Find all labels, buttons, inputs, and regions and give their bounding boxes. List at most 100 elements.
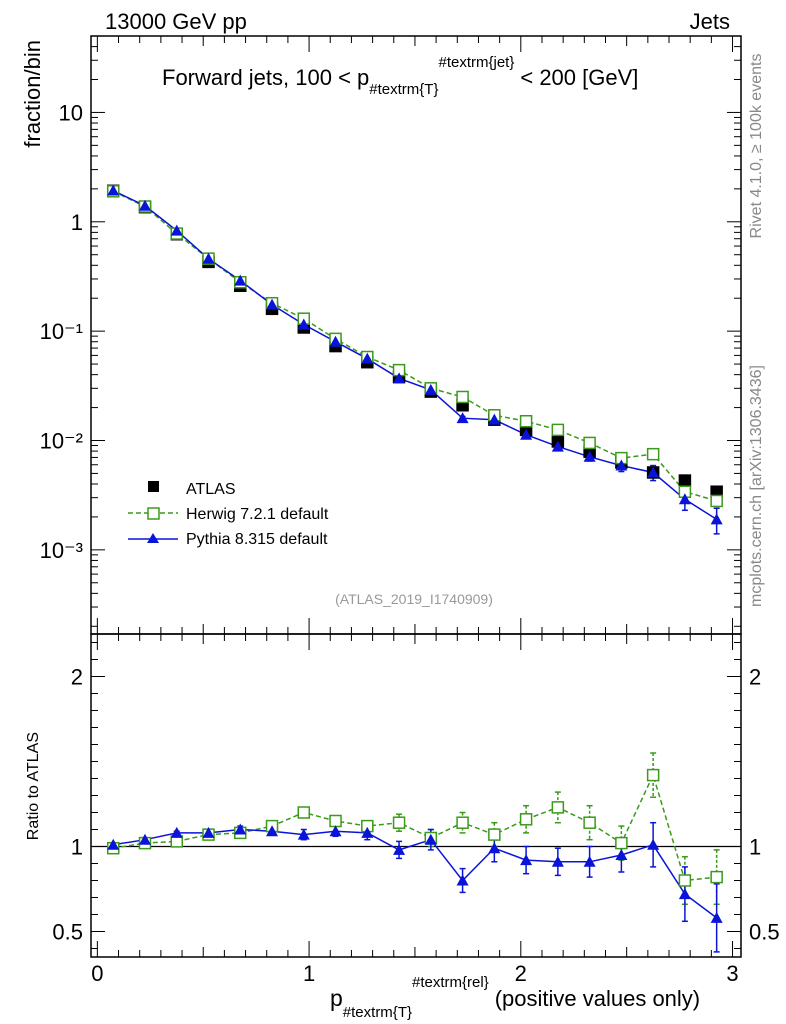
- title-sup: #textrm{jet}: [438, 54, 514, 71]
- legend-pythia-label: Pythia 8.315 default: [186, 531, 328, 548]
- x-tick-label: 3: [726, 961, 738, 986]
- ratio-y-tick-label: 0.5: [52, 920, 83, 945]
- x-title-sup: #textrm{rel}: [412, 974, 489, 991]
- herwig-ratio-point: [519, 813, 533, 826]
- legend-pythia-marker: [147, 533, 159, 543]
- herwig-ratio-line: [113, 773, 717, 882]
- pythia-ratio-point: [456, 874, 469, 886]
- pythia-point: [107, 184, 120, 196]
- pythia-ratio-point: [170, 826, 183, 838]
- pythia-ratio-point: [647, 838, 660, 850]
- legend-herwig-marker: [147, 507, 160, 520]
- x-axis-title: p#textrm{T}#textrm{rel} (positive values …: [330, 974, 700, 1021]
- herwig-ratio-point: [392, 816, 406, 829]
- pythia-ratio-point: [202, 826, 215, 838]
- herwig-ratio-point: [583, 816, 596, 829]
- herwig-ratio-point: [646, 768, 660, 782]
- pythia-point: [551, 440, 564, 452]
- legend-atlas-label: ATLAS: [186, 481, 236, 498]
- pythia-ratio-point: [678, 888, 691, 900]
- ratio-y-tick-label-right: 2: [749, 665, 761, 690]
- herwig-ratio-point: [678, 874, 692, 887]
- pythia-ratio-point: [424, 833, 437, 845]
- pythia-point: [329, 335, 342, 347]
- x-title-sub: #textrm{T}: [343, 1004, 412, 1021]
- ratio-panel: 0 1 2 3 0.5 0.5 1 1 2 2: [52, 633, 780, 986]
- x-tick-label: 2: [515, 961, 527, 986]
- pythia-point: [710, 513, 723, 525]
- pythia-point: [647, 466, 660, 478]
- pythia-ratio-point: [329, 825, 342, 837]
- herwig-ratio-point: [551, 801, 565, 814]
- pythia-point: [456, 412, 469, 424]
- pythia-point: [297, 318, 310, 330]
- ratio-frame: [90, 633, 742, 958]
- ratio-y-tick-label-right: 1: [749, 835, 761, 860]
- atlas-point: [678, 474, 692, 487]
- x-tick-label: 0: [91, 961, 103, 986]
- pythia-point: [202, 252, 215, 264]
- pythia-ratio-point: [583, 855, 596, 867]
- pythia-ratio-point: [234, 823, 247, 835]
- herwig-point: [710, 494, 723, 508]
- pythia-point: [138, 199, 151, 211]
- mcplots-label: mcplots.cern.ch [arXiv:1306.3436]: [748, 365, 765, 607]
- pythia-ratio-point: [615, 849, 628, 860]
- pythia-point: [361, 352, 374, 364]
- x-title-suffix: (positive values only): [495, 986, 700, 1011]
- legend: ATLAS Herwig 7.2.1 default Pythia 8.315 …: [128, 481, 329, 548]
- beam-label: 13000 GeV pp: [105, 9, 247, 34]
- y-tick-label: 10⁻²: [40, 428, 83, 453]
- pythia-ratio-point: [297, 828, 310, 840]
- plot-title: Forward jets, 100 < p#textrm{T}#textrm{j…: [162, 54, 638, 98]
- pythia-ratio-point: [488, 842, 501, 854]
- herwig-ratio-point: [297, 806, 311, 819]
- herwig-point: [519, 414, 533, 428]
- title-suffix: < 200 [GeV]: [520, 65, 638, 90]
- ratio-y-tick-label: 2: [71, 665, 83, 690]
- pythia-ratio-point: [138, 833, 151, 845]
- pythia-point: [488, 413, 501, 425]
- ratio-ylabel: Ratio to ATLAS: [25, 732, 42, 840]
- herwig-ratio-point: [615, 836, 628, 850]
- herwig-ratio-point: [456, 816, 469, 829]
- data-marks: [106, 184, 723, 953]
- pythia-point: [520, 428, 533, 440]
- ratio-y-tick-label: 1: [71, 835, 83, 860]
- main-ylabel: fraction/bin: [20, 40, 45, 148]
- pythia-ratio-point: [107, 838, 120, 850]
- y-tick-label: 10⁻³: [40, 538, 83, 563]
- ratio-y-tick-label-right: 0.5: [749, 920, 780, 945]
- x-title-main: p: [330, 985, 343, 1011]
- pythia-ratio-point: [393, 843, 406, 855]
- title-sub: #textrm{T}: [369, 81, 438, 98]
- herwig-ratio-point: [488, 828, 501, 841]
- pythia-ratio-point: [520, 854, 533, 866]
- main-panel: 10 1 10⁻¹ 10⁻² 10⁻³: [40, 35, 742, 650]
- legend-herwig-label: Herwig 7.2.1 default: [186, 506, 329, 523]
- y-tick-label: 10: [59, 100, 83, 125]
- x-tick-label: 1: [303, 961, 315, 986]
- pythia-point: [678, 493, 691, 505]
- rivet-label: Rivet 4.1.0, ≥ 100k events: [748, 54, 765, 239]
- y-tick-label: 10⁻¹: [40, 319, 83, 344]
- herwig-point: [646, 447, 660, 461]
- analysis-id: (ATLAS_2019_I1740909): [335, 591, 493, 607]
- pythia-point: [266, 298, 279, 310]
- herwig-point: [456, 390, 469, 404]
- herwig-ratio-point: [329, 814, 342, 828]
- pythia-point: [393, 372, 406, 384]
- legend-atlas-marker: [148, 481, 159, 492]
- pythia-ratio-point: [551, 855, 564, 867]
- pythia-point: [615, 459, 628, 471]
- pythia-ratio-point: [266, 825, 279, 837]
- herwig-point: [583, 436, 596, 450]
- pythia-point: [234, 274, 247, 286]
- title-prefix: Forward jets, 100 < p: [162, 65, 369, 90]
- pythia-point: [583, 450, 596, 462]
- herwig-ratio-point: [710, 870, 723, 884]
- pythia-ratio-point: [361, 826, 374, 838]
- pythia-point: [170, 224, 183, 236]
- y-tick-label: 1: [71, 210, 83, 235]
